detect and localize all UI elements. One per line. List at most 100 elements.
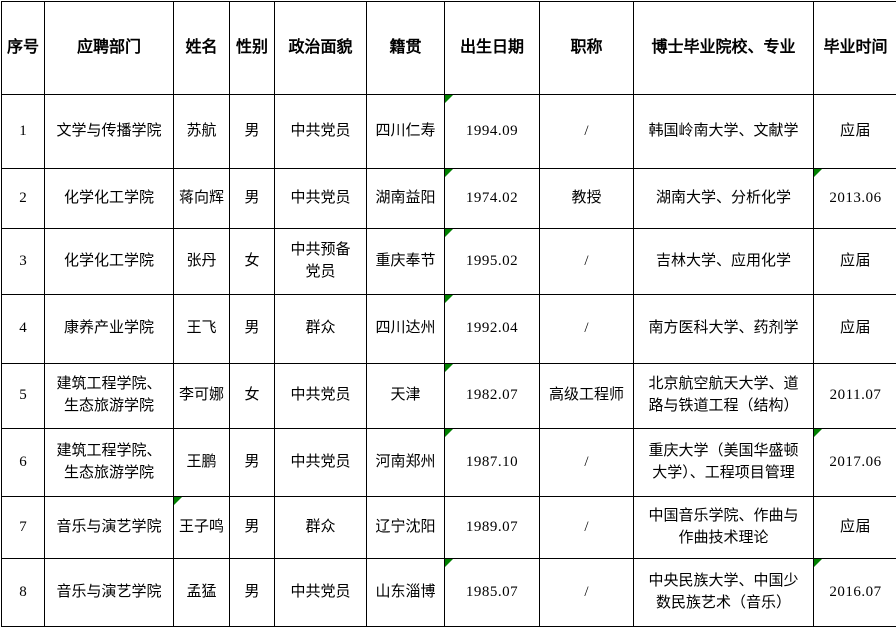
header-cell-grad[interactable]: 毕业时间 [814, 2, 896, 95]
header-cell-gender[interactable]: 性别 [230, 2, 275, 95]
cell-title[interactable]: / [540, 559, 634, 627]
cell-political[interactable]: 群众 [275, 497, 367, 559]
cell-grad[interactable]: 2011.07 [814, 364, 896, 429]
cell-title[interactable]: / [540, 497, 634, 559]
cell-political[interactable]: 中共党员 [275, 169, 367, 229]
header-cell-seq[interactable]: 序号 [2, 2, 45, 95]
cell-gender[interactable]: 女 [230, 364, 275, 429]
cell-text: 女 [244, 253, 259, 269]
cell-origin[interactable]: 山东淄博 [367, 559, 445, 627]
cell-birth[interactable]: 1995.02 [445, 229, 540, 295]
cell-name[interactable]: 王飞 [174, 295, 230, 364]
cell-title[interactable]: 教授 [540, 169, 634, 229]
cell-seq[interactable]: 3 [2, 229, 45, 295]
cell-political[interactable]: 中共预备党员 [275, 229, 367, 295]
header-cell-name[interactable]: 姓名 [174, 2, 230, 95]
cell-origin[interactable]: 四川仁寿 [367, 95, 445, 169]
cell-title[interactable]: / [540, 229, 634, 295]
cell-grad[interactable]: 2016.07 [814, 559, 896, 627]
cell-grad[interactable]: 应届 [814, 95, 896, 169]
cell-grad[interactable]: 2013.06 [814, 169, 896, 229]
cell-name[interactable]: 王鹏 [174, 429, 230, 497]
cell-text: 应届 [840, 253, 871, 269]
cell-seq[interactable]: 1 [2, 95, 45, 169]
cell-dept[interactable]: 建筑工程学院、生态旅游学院 [45, 364, 174, 429]
cell-name[interactable]: 孟猛 [174, 559, 230, 627]
header-cell-dept[interactable]: 应聘部门 [45, 2, 174, 95]
cell-birth[interactable]: 1982.07 [445, 364, 540, 429]
cell-origin[interactable]: 湖南益阳 [367, 169, 445, 229]
cell-origin[interactable]: 四川达州 [367, 295, 445, 364]
cell-school[interactable]: 中国音乐学院、作曲与作曲技术理论 [634, 497, 814, 559]
cell-dept[interactable]: 建筑工程学院、生态旅游学院 [45, 429, 174, 497]
cell-gender[interactable]: 男 [230, 169, 275, 229]
cell-birth[interactable]: 1987.10 [445, 429, 540, 497]
cell-birth[interactable]: 1985.07 [445, 559, 540, 627]
cell-grad[interactable]: 应届 [814, 497, 896, 559]
cell-dept[interactable]: 化学化工学院 [45, 229, 174, 295]
cell-school[interactable]: 吉林大学、应用化学 [634, 229, 814, 295]
cell-school[interactable]: 中央民族大学、中国少数民族艺术（音乐） [634, 559, 814, 627]
cell-origin[interactable]: 辽宁沈阳 [367, 497, 445, 559]
cell-political[interactable]: 群众 [275, 295, 367, 364]
cell-school[interactable]: 南方医科大学、药剂学 [634, 295, 814, 364]
cell-school[interactable]: 韩国岭南大学、文献学 [634, 95, 814, 169]
cell-birth[interactable]: 1994.09 [445, 95, 540, 169]
cell-text: 高级工程师 [549, 387, 624, 403]
cell-name[interactable]: 李可娜 [174, 364, 230, 429]
cell-text: 2017.06 [829, 454, 881, 470]
header-cell-title[interactable]: 职称 [540, 2, 634, 95]
cell-birth[interactable]: 1989.07 [445, 497, 540, 559]
cell-seq[interactable]: 6 [2, 429, 45, 497]
cell-text: 重庆大学（美国华盛顿大学）、工程项目管理 [648, 443, 798, 481]
cell-name[interactable]: 蒋向辉 [174, 169, 230, 229]
cell-gender[interactable]: 男 [230, 497, 275, 559]
cell-political[interactable]: 中共党员 [275, 559, 367, 627]
cell-political[interactable]: 中共党员 [275, 429, 367, 497]
header-cell-school[interactable]: 博士毕业院校、专业 [634, 2, 814, 95]
cell-title[interactable]: / [540, 295, 634, 364]
cell-school[interactable]: 湖南大学、分析化学 [634, 169, 814, 229]
cell-gender[interactable]: 男 [230, 429, 275, 497]
header-cell-birth[interactable]: 出生日期 [445, 2, 540, 95]
cell-seq[interactable]: 8 [2, 559, 45, 627]
cell-grad[interactable]: 应届 [814, 295, 896, 364]
cell-seq[interactable]: 5 [2, 364, 45, 429]
cell-name[interactable]: 苏航 [174, 95, 230, 169]
cell-school[interactable]: 重庆大学（美国华盛顿大学）、工程项目管理 [634, 429, 814, 497]
cell-text: 男 [244, 190, 259, 206]
cell-origin[interactable]: 天津 [367, 364, 445, 429]
cell-origin[interactable]: 河南郑州 [367, 429, 445, 497]
cell-dept[interactable]: 文学与传播学院 [45, 95, 174, 169]
cell-seq[interactable]: 4 [2, 295, 45, 364]
cell-gender[interactable]: 男 [230, 559, 275, 627]
cell-grad[interactable]: 应届 [814, 229, 896, 295]
header-label: 序号 [7, 39, 39, 56]
cell-dept[interactable]: 化学化工学院 [45, 169, 174, 229]
cell-title[interactable]: / [540, 95, 634, 169]
cell-school[interactable]: 北京航空航天大学、道路与铁道工程（结构） [634, 364, 814, 429]
cell-dept[interactable]: 音乐与演艺学院 [45, 497, 174, 559]
cell-gender[interactable]: 男 [230, 295, 275, 364]
cell-seq[interactable]: 2 [2, 169, 45, 229]
cell-birth[interactable]: 1974.02 [445, 169, 540, 229]
cell-gender[interactable]: 女 [230, 229, 275, 295]
cell-text: 2016.07 [829, 584, 881, 600]
cell-grad[interactable]: 2017.06 [814, 429, 896, 497]
cell-birth[interactable]: 1992.04 [445, 295, 540, 364]
cell-seq[interactable]: 7 [2, 497, 45, 559]
header-cell-political[interactable]: 政治面貌 [275, 2, 367, 95]
cell-name[interactable]: 张丹 [174, 229, 230, 295]
cell-political[interactable]: 中共党员 [275, 364, 367, 429]
cell-dept[interactable]: 康养产业学院 [45, 295, 174, 364]
cell-name[interactable]: 王子鸣 [174, 497, 230, 559]
cell-origin[interactable]: 重庆奉节 [367, 229, 445, 295]
cell-dept[interactable]: 音乐与演艺学院 [45, 559, 174, 627]
cell-gender[interactable]: 男 [230, 95, 275, 169]
header-cell-origin[interactable]: 籍贯 [367, 2, 445, 95]
cell-title[interactable]: / [540, 429, 634, 497]
cell-political[interactable]: 中共党员 [275, 95, 367, 169]
cell-text: 王子鸣 [179, 519, 224, 535]
cell-title[interactable]: 高级工程师 [540, 364, 634, 429]
